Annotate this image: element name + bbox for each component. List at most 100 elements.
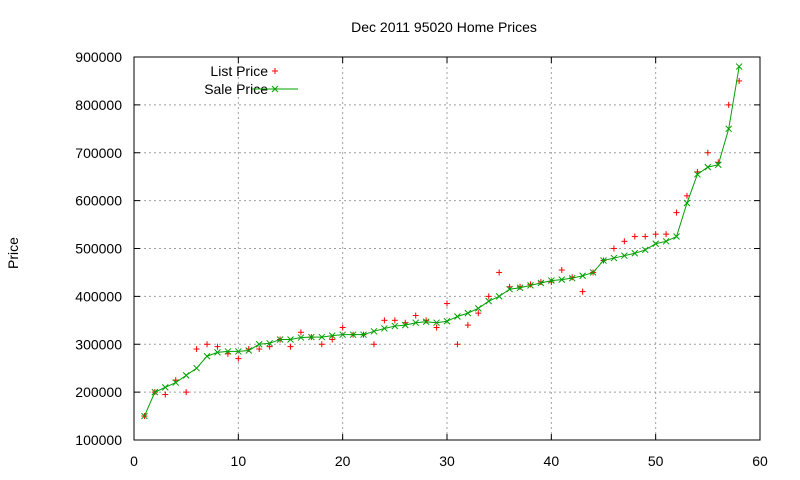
series-list-price — [141, 77, 743, 420]
y-tick-label: 900000 — [75, 49, 122, 65]
y-tick-label: 700000 — [75, 145, 122, 161]
sale-price-point — [568, 274, 576, 282]
marker-stroke — [631, 249, 639, 257]
list-price-point — [454, 341, 461, 348]
marker-stroke — [214, 349, 221, 356]
list-price-point — [652, 231, 659, 238]
list-price-point — [183, 389, 190, 396]
list-price-point — [642, 233, 649, 240]
marker-stroke — [339, 331, 347, 339]
sale-price-point — [370, 327, 378, 335]
sale-price-point — [360, 331, 367, 339]
legend-item-list-price: List Price — [210, 63, 278, 79]
marker-stroke — [725, 125, 733, 133]
list-price-point — [329, 336, 336, 343]
marker-stroke — [255, 340, 263, 348]
x-tick-label: 10 — [231, 453, 247, 469]
sale-price-point — [641, 246, 649, 254]
sale-price-point — [495, 293, 503, 300]
marker-stroke — [558, 276, 566, 283]
marker-stroke — [234, 348, 242, 355]
marker-stroke — [193, 364, 200, 372]
y-tick-label: 600000 — [75, 193, 122, 209]
marker-stroke — [735, 63, 743, 70]
x-tick-label: 40 — [544, 453, 560, 469]
sale-price-point — [621, 252, 628, 260]
marker-stroke — [370, 327, 378, 335]
sale-price-point — [714, 161, 722, 169]
list-price-point — [381, 317, 388, 324]
sale-price-point — [527, 282, 534, 289]
sale-price-point — [255, 340, 263, 348]
list-price-point — [475, 310, 482, 317]
marker-stroke — [579, 272, 586, 280]
sale-price-point — [600, 257, 607, 264]
legend-marker — [271, 85, 279, 93]
list-price-point — [464, 322, 471, 329]
marker-stroke — [422, 318, 430, 326]
list-price-point — [663, 231, 670, 238]
list-price-point — [433, 324, 440, 331]
sale-price-point — [433, 319, 440, 327]
sale-price-point — [318, 333, 326, 341]
marker-stroke — [714, 161, 722, 169]
marker-stroke — [271, 85, 279, 93]
sale-price-point — [401, 321, 409, 329]
marker-stroke — [287, 336, 294, 343]
y-tick-label: 800000 — [75, 97, 122, 113]
sale-price-point — [391, 322, 399, 330]
marker-stroke — [161, 383, 169, 391]
marker-stroke — [360, 331, 367, 339]
list-price-point — [193, 346, 200, 353]
marker-stroke — [474, 304, 482, 312]
grid — [134, 57, 760, 440]
marker-stroke — [683, 199, 691, 207]
list-price-point — [412, 312, 419, 319]
sale-price-point — [443, 317, 451, 325]
marker-stroke — [297, 334, 305, 341]
sale-price-point — [673, 233, 680, 240]
sale-price-point — [485, 297, 493, 305]
y-axis-label: Price — [5, 237, 21, 269]
list-price-point — [444, 300, 450, 307]
marker-stroke — [641, 246, 649, 254]
list-price-point — [235, 355, 242, 362]
marker-stroke — [308, 333, 315, 341]
axes: 0 10 20 30 40 50 60 100000 200000 300000 400000 500… — [75, 49, 768, 469]
marker-stroke — [318, 333, 326, 341]
list-price-point — [558, 267, 565, 274]
x-tick-label: 60 — [752, 453, 768, 469]
list-price-point — [496, 269, 503, 276]
list-price-point — [485, 293, 492, 300]
marker-stroke — [495, 293, 503, 300]
marker-stroke — [537, 279, 545, 287]
y-tick-label: 100000 — [75, 432, 122, 448]
sale-price-point — [474, 304, 482, 312]
sale-price-point — [287, 336, 294, 343]
y-tick-label: 200000 — [75, 384, 122, 400]
chart-title: Dec 2011 95020 Home Prices — [351, 19, 537, 35]
series — [141, 63, 743, 420]
list-price-point — [297, 329, 304, 336]
legend-label: Sale Price — [204, 81, 268, 97]
marker-stroke — [621, 252, 628, 260]
sale-price-point — [328, 332, 336, 339]
list-price-point — [318, 341, 325, 348]
marker-stroke — [704, 163, 712, 171]
list-price-point — [256, 346, 263, 353]
sale-price-point — [381, 325, 388, 332]
y-tick-label: 400000 — [75, 288, 122, 304]
legend-label: List Price — [210, 63, 268, 79]
sale-price-point — [694, 170, 701, 178]
sale-price-point — [224, 348, 232, 355]
marker-stroke — [610, 254, 618, 262]
marker-stroke — [673, 233, 680, 240]
sale-price-point — [516, 284, 524, 292]
sale-price-point — [161, 383, 169, 391]
marker-stroke — [141, 412, 148, 420]
legend: List Price Sale Price — [204, 63, 298, 97]
marker-stroke — [151, 388, 159, 396]
sale-price-point — [172, 379, 180, 386]
sale-price-point — [412, 319, 420, 327]
marker-stroke — [454, 313, 461, 320]
